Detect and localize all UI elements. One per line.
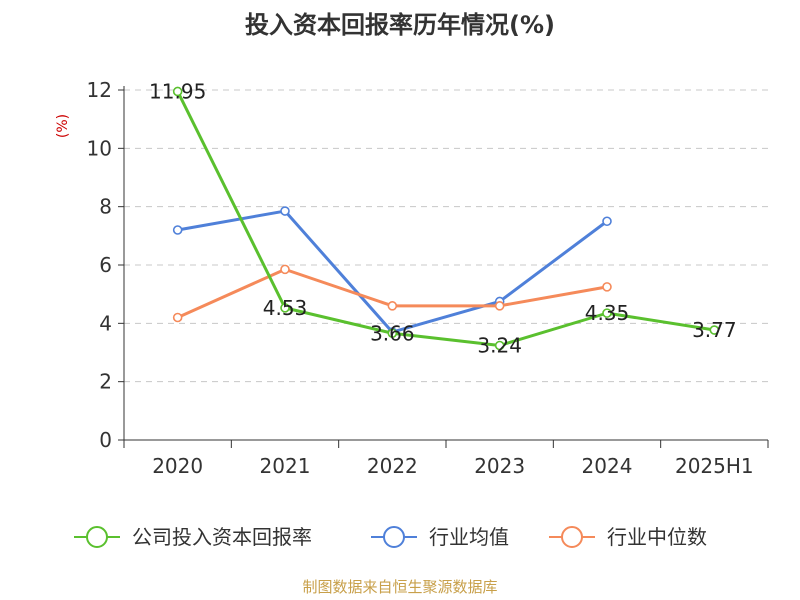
x-tick-label: 2020: [152, 454, 203, 478]
y-tick-label: 12: [87, 78, 112, 102]
y-tick-label: 10: [87, 136, 112, 160]
series-line: [177, 209, 608, 334]
data-label: 3.24: [477, 334, 522, 358]
legend: 公司投入资本回报率 行业均值 行业中位数: [74, 525, 707, 549]
legend-label: 行业均值: [429, 525, 509, 549]
data-labels: 11.95 4.53 3.66 3.24 4.35 3.77: [149, 79, 737, 357]
data-point: [172, 225, 183, 235]
data-label: 4.35: [585, 301, 630, 325]
data-point: [172, 86, 183, 97]
series-line: [176, 90, 715, 347]
x-tick-label: 2024: [582, 454, 633, 478]
data-point: [387, 328, 398, 339]
source-note: 制图数据来自恒生聚源数据库: [302, 578, 497, 596]
data-label: 4.53: [263, 296, 308, 320]
data-point: [280, 303, 290, 313]
legend-swatch-marker: [86, 526, 108, 548]
data-point: [494, 301, 505, 311]
x-tick-label: 2025H1: [675, 454, 754, 478]
x-tick-label: 2021: [260, 454, 311, 478]
y-tick-label: 8: [99, 195, 112, 219]
data-label: 3.77: [692, 318, 737, 342]
legend-label: 公司投入资本回报率: [132, 525, 312, 549]
data-point: [280, 206, 290, 216]
data-point: [602, 282, 612, 292]
data-point: [494, 340, 505, 351]
y-axis-unit-label: (%): [55, 114, 71, 138]
y-tick-label: 6: [99, 253, 112, 277]
y-tick-label: 0: [99, 428, 112, 452]
gridlines: [124, 89, 768, 383]
data-point: [602, 308, 612, 318]
y-tick-label: 4: [99, 311, 112, 335]
x-tick-label: 2022: [367, 454, 418, 478]
data-point: [280, 264, 290, 275]
legend-swatch-marker: [383, 526, 405, 548]
series-lines: [172, 86, 720, 351]
data-point: [602, 216, 612, 227]
legend-swatch-marker: [561, 526, 583, 548]
y-tick-label: 2: [99, 370, 112, 394]
data-point: [709, 325, 720, 335]
chart-title: 投入资本回报率历年情况(%): [245, 11, 555, 39]
axes: 0 2 4 6 8 10 12 2020 2021 2022 2023 2024 2025H1: [87, 78, 769, 478]
x-tick-label: 2023: [474, 454, 525, 478]
data-label: 11.95: [149, 79, 206, 103]
data-label: 3.66: [370, 321, 415, 345]
data-point: [387, 301, 398, 311]
legend-label: 行业中位数: [607, 525, 707, 549]
data-point: [172, 312, 183, 323]
